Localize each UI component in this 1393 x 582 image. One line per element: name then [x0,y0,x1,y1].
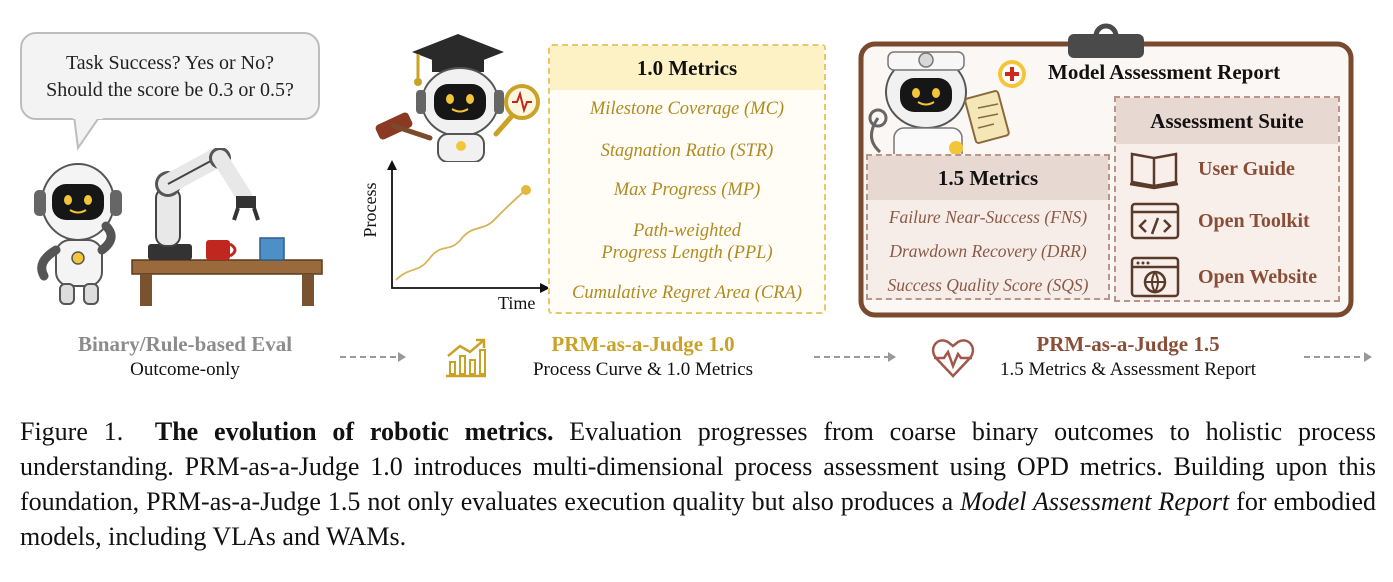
suite-label-open-toolkit: Open Toolkit [1198,210,1310,232]
process-curve [395,189,527,281]
metric-fns: Failure Near-Success (FNS) [888,207,1088,227]
metric-mp: Max Progress (MP) [613,180,761,200]
assessment-suite-title: Assessment Suite [1116,98,1338,144]
speech-bubble: Task Success? Yes or No? Should the scor… [20,32,320,120]
stage1-subtitle: Outcome-only [130,359,240,380]
caption-text-2: for embodied models, including VLAs and … [20,487,1377,551]
report-title: Model Assessment Report [1048,60,1281,84]
metric-ppl-line2: Progress Length (PPL) [601,243,773,263]
stage2-subtitle: Process Curve & 1.0 Metrics [532,359,754,380]
metrics-1-5-box: 1.5 Metrics Failure Near-Success (FNS) D… [866,154,1110,300]
heart-pulse-icon [931,339,975,378]
caption-text-1: Evaluation progresses from coarse binary… [20,417,1377,516]
suite-label-open-website: Open Website [1198,266,1318,288]
stage1-title: Binary/Rule-based Eval [77,332,293,356]
flow-arrow-2 [814,352,896,362]
judge-robot-icon [375,34,540,162]
curve-endpoint [521,185,531,195]
suite-item-open-website[interactable]: Open Website [1128,256,1334,302]
caption-label: Figure 1. [20,417,124,446]
metrics-1-0-box: 1.0 Metrics Milestone Coverage (MC) Stag… [548,44,826,314]
metric-sqs: Success Quality Score (SQS) [887,275,1089,295]
bubble-line-1: Task Success? Yes or No? [65,52,275,74]
assessment-suite-box: Assessment Suite User Guide Open Toolkit… [1114,96,1340,302]
robot-arm-table-icon [131,148,323,306]
metrics-1-0-title: 1.0 Metrics [550,46,824,90]
metric-ppl-line1: Path-weighted [633,221,741,241]
flow-arrow-3 [1304,352,1372,362]
book-icon [1129,152,1179,190]
chart-y-label: Process [360,183,380,238]
globe-window-icon [1130,256,1180,298]
caption-bold: The evolution of robotic metrics. [154,417,554,446]
bubble-line-2: Should the score be 0.3 or 0.5? [46,79,294,101]
suite-item-user-guide[interactable]: User Guide [1128,148,1334,194]
bar-chart-trend-icon [446,338,486,378]
metric-str: Stagnation Ratio (STR) [600,141,774,161]
caption-italic: Model Assessment Report [960,487,1230,516]
flow-arrow-1 [340,352,406,362]
x-axis-arrow [540,283,550,293]
figure-caption: Figure 1. The evolution of robotic metri… [20,414,1376,554]
stage3-title: PRM-as-a-Judge 1.5 [1036,332,1220,356]
metrics-1-5-title: 1.5 Metrics [868,156,1108,200]
bubble-tail [72,116,103,151]
suite-label-user-guide: User Guide [1198,158,1295,180]
code-window-icon [1130,202,1180,240]
stage2-title: PRM-as-a-Judge 1.0 [551,332,735,356]
metric-cra: Cumulative Regret Area (CRA) [572,283,802,303]
suite-item-open-toolkit[interactable]: Open Toolkit [1128,200,1334,246]
metric-mc: Milestone Coverage (MC) [589,99,785,119]
chart-x-label: Time [498,293,535,313]
thinking-robot-icon [34,163,122,305]
process-curve-chart: Process Time [360,160,550,313]
metric-drr: Drawdown Recovery (DRR) [889,241,1087,261]
stage3-subtitle: 1.5 Metrics & Assessment Report [1000,359,1256,380]
y-axis-arrow [387,160,397,170]
